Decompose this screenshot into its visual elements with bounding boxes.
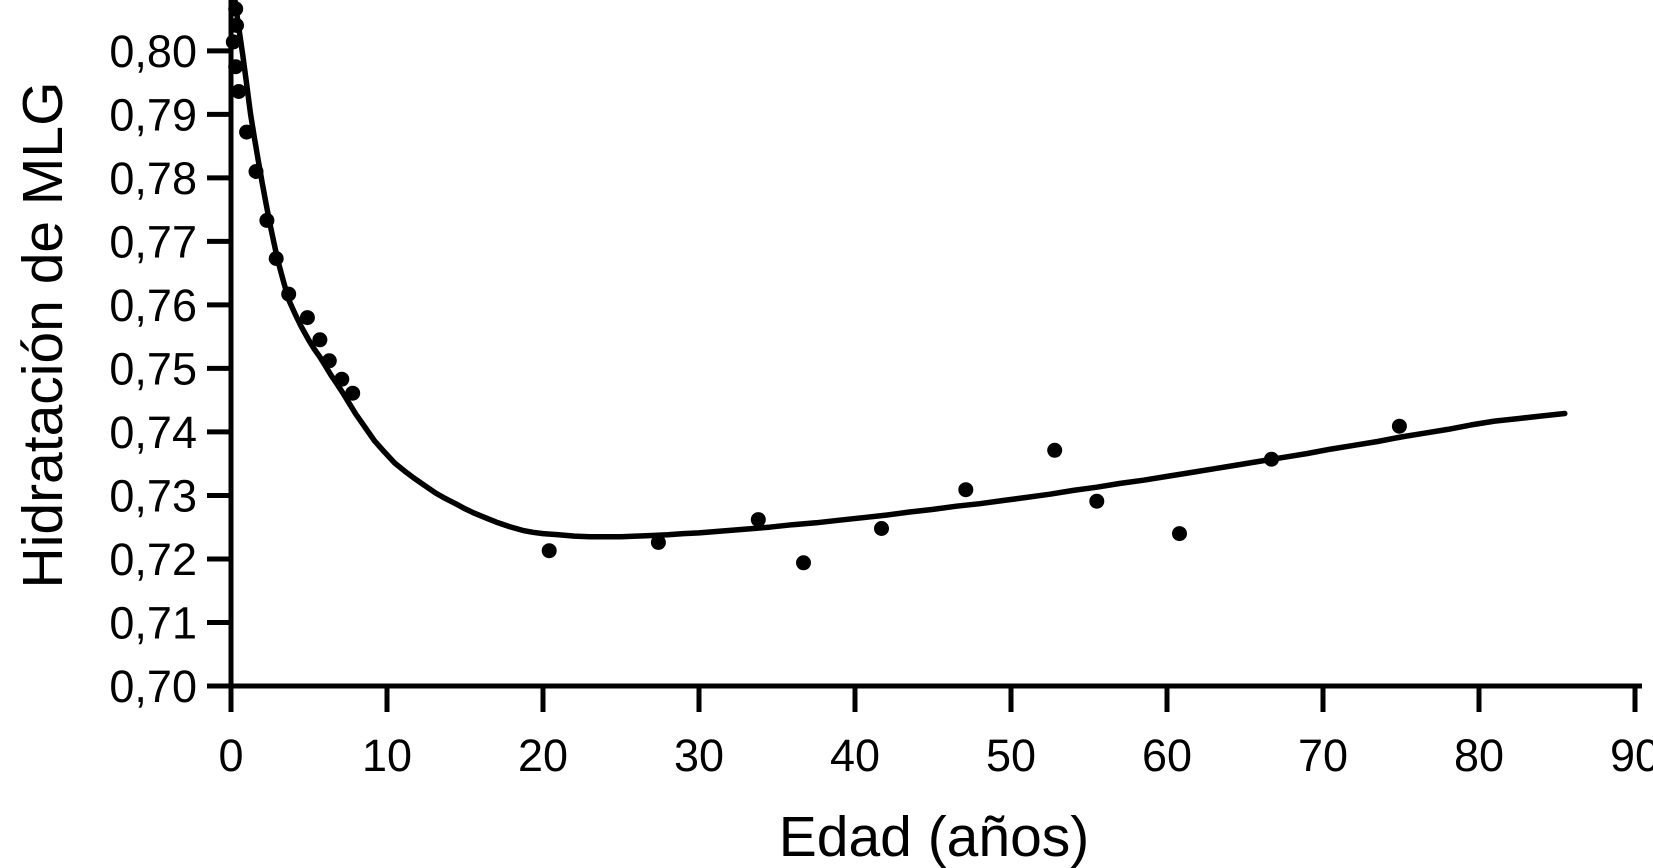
y-tick-label: 0,73: [109, 470, 197, 521]
fitted-curve: [232, 0, 1568, 540]
y-tick-label: 0,70: [109, 661, 197, 712]
fit-curve-layer: [232, 0, 1568, 540]
y-tick-label: 0,80: [109, 26, 197, 77]
data-point: [958, 482, 974, 498]
y-tick-label: 0,77: [109, 216, 197, 267]
data-point: [268, 251, 284, 266]
y-tick-label: 0,72: [109, 534, 197, 585]
tick-layer: [207, 48, 1638, 712]
y-axis-title: Hidratación de MLG: [11, 82, 75, 589]
tick-label-layer: 0,70 0,71 0,72 0,73 0,74 0,75 0,76 0,77 0,78 0,79…: [109, 26, 1653, 781]
data-point: [874, 521, 889, 536]
data-point: [345, 385, 361, 401]
data-point: [299, 310, 315, 326]
data-point: [650, 534, 666, 550]
data-point: [541, 543, 557, 559]
data-point: [239, 124, 255, 140]
data-point: [281, 286, 297, 302]
y-tick-label: 0,71: [109, 597, 197, 648]
data-point: [1391, 418, 1407, 434]
data-point: [231, 84, 247, 99]
x-tick-label: 60: [1142, 730, 1192, 781]
y-tick-label: 0,76: [109, 280, 197, 331]
x-tick-label: 0: [218, 730, 243, 781]
data-point: [1089, 493, 1105, 509]
data-point: [1047, 442, 1063, 458]
x-tick-label: 50: [986, 730, 1036, 781]
data-point: [248, 164, 264, 179]
y-tick-label: 0,78: [109, 153, 197, 204]
axes-layer: [228, 0, 1642, 689]
y-tick-label: 0,74: [109, 407, 197, 458]
data-point: [750, 512, 766, 528]
x-tick-label: 70: [1298, 730, 1348, 781]
x-tick-label: 30: [674, 730, 724, 781]
x-tick-label: 80: [1454, 730, 1504, 781]
x-tick-label: 10: [362, 730, 412, 781]
x-axis-title: Edad (años): [779, 805, 1090, 868]
x-tick-label: 90: [1610, 730, 1653, 781]
y-tick-label: 0,75: [109, 343, 197, 394]
data-point: [259, 212, 275, 228]
data-point: [1172, 526, 1187, 542]
x-tick-label: 20: [518, 730, 568, 781]
data-point: [334, 371, 350, 387]
data-point: [312, 332, 328, 348]
x-tick-label: 40: [830, 730, 880, 781]
y-tick-label: 0,79: [109, 89, 197, 140]
data-point: [321, 353, 337, 369]
data-point: [796, 555, 811, 571]
data-points-layer: [225, 1, 1407, 571]
data-point: [1264, 451, 1279, 467]
